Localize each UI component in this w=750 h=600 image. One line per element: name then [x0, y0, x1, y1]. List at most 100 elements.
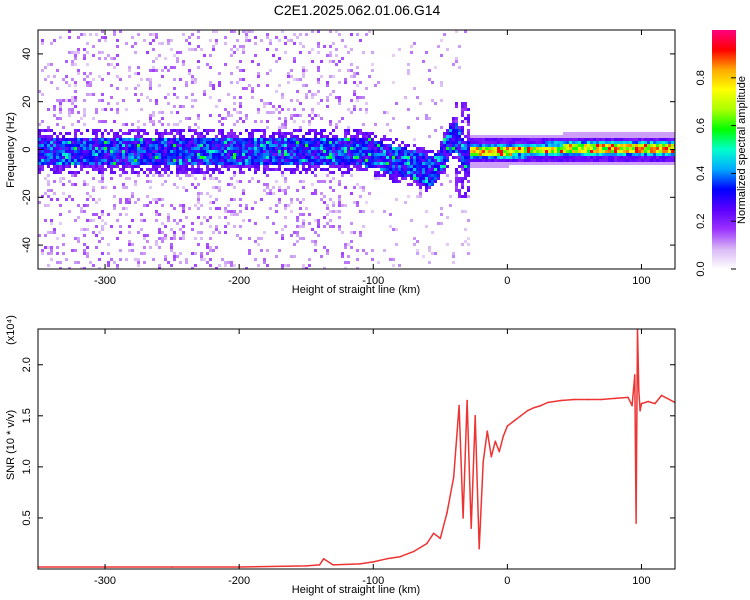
spectrogram-cell	[119, 129, 122, 132]
spectrogram-cell	[485, 156, 488, 159]
spectrogram-cell	[404, 171, 407, 174]
spectrogram-cell	[350, 174, 353, 177]
spectrogram-cell	[263, 156, 266, 159]
spectrogram-cell	[644, 153, 647, 156]
spectrogram-cell	[113, 120, 116, 123]
spectrogram-cell	[188, 126, 191, 129]
spectrogram-cell	[83, 228, 86, 231]
spectrogram-cell	[362, 123, 365, 126]
spectrogram-cell	[47, 147, 50, 150]
spectrogram-cell	[173, 147, 176, 150]
spectrogram-cell	[515, 138, 518, 141]
spectrogram-cell	[524, 141, 527, 144]
spectrogram-cell	[68, 138, 71, 141]
spectrogram-cell	[596, 153, 599, 156]
spectrogram-cell	[269, 141, 272, 144]
spectrogram-cell	[314, 168, 317, 171]
spectrogram-cell	[416, 177, 419, 180]
snr-point	[627, 396, 629, 399]
spectrogram-cell	[557, 135, 560, 138]
spectrogram-cell	[209, 84, 212, 87]
spectrogram-cell	[365, 252, 368, 255]
spectrogram-cell	[473, 162, 476, 165]
spectrogram-cell	[179, 159, 182, 162]
spectrogram-cell	[350, 159, 353, 162]
spectrogram-cell	[344, 141, 347, 144]
spectrogram-cell	[455, 144, 458, 147]
spectrogram-cell	[539, 156, 542, 159]
spectrogram-cell	[131, 45, 134, 48]
spectrogram-cell	[41, 168, 44, 171]
spectrogram-cell	[263, 129, 266, 132]
spectrogram-cell	[269, 111, 272, 114]
spectrogram-cell	[626, 159, 629, 162]
spectrogram-cell	[56, 156, 59, 159]
spectrogram-cell	[89, 153, 92, 156]
spectrogram-cell	[335, 123, 338, 126]
spectrogram-cell	[560, 153, 563, 156]
spectrogram-cell	[410, 162, 413, 165]
spectrogram-cell	[281, 171, 284, 174]
spectrogram-cell	[638, 138, 641, 141]
spectrogram-cell	[599, 156, 602, 159]
spectrogram-cell	[227, 183, 230, 186]
spectrogram-cell	[203, 141, 206, 144]
spectrogram-cell	[89, 72, 92, 75]
spectrogram-cell	[143, 147, 146, 150]
spectrogram-cell	[611, 141, 614, 144]
spectrogram-cell	[182, 168, 185, 171]
spectrogram-cell	[200, 222, 203, 225]
spectrogram-cell	[50, 222, 53, 225]
spectrogram-cell	[221, 123, 224, 126]
x-tick-label: -200	[228, 575, 250, 587]
spectrogram-cell	[101, 147, 104, 150]
spectrogram-cell	[410, 45, 413, 48]
spectrogram-cell	[110, 108, 113, 111]
spectrogram-cell	[245, 162, 248, 165]
spectrogram-cell	[209, 216, 212, 219]
spectrogram-cell	[311, 171, 314, 174]
spectrogram-cell	[536, 150, 539, 153]
spectrogram-cell	[341, 174, 344, 177]
spectrogram-cell	[257, 243, 260, 246]
spectrogram-cell	[50, 144, 53, 147]
spectrogram-cell	[134, 171, 137, 174]
spectrogram-cell	[152, 159, 155, 162]
snr-point	[502, 435, 505, 438]
spectrogram-cell	[668, 156, 671, 159]
spectrogram-cell	[68, 51, 71, 54]
spectrogram-cell	[653, 150, 656, 153]
spectrogram-cell	[476, 153, 479, 156]
spectrogram-cell	[398, 174, 401, 177]
spectrogram-cell	[209, 66, 212, 69]
spectrogram-cell	[533, 141, 536, 144]
spectrogram-cell	[554, 138, 557, 141]
spectrogram-cell	[71, 108, 74, 111]
spectrogram-cell	[50, 153, 53, 156]
spectrogram-cell	[539, 147, 542, 150]
spectrogram-cell	[527, 144, 530, 147]
spectrogram-cell	[134, 153, 137, 156]
spectrogram-cell	[329, 123, 332, 126]
spectrogram-cell	[257, 72, 260, 75]
spectrogram-cell	[353, 159, 356, 162]
spectrogram-cell	[155, 201, 158, 204]
spectrogram-cell	[53, 156, 56, 159]
spectrogram-cell	[74, 105, 77, 108]
spectrogram-cell	[191, 33, 194, 36]
spectrogram-cell	[374, 141, 377, 144]
spectrogram-cell	[158, 141, 161, 144]
spectrogram-cell	[413, 150, 416, 153]
spectrogram-cell	[113, 261, 116, 264]
spectrogram-cell	[281, 132, 284, 135]
spectrogram-cell	[662, 144, 665, 147]
spectrogram-cell	[65, 198, 68, 201]
spectrogram-cell	[188, 153, 191, 156]
spectrogram-cell	[641, 159, 644, 162]
colorbar-tick-label: 0.8	[695, 70, 707, 85]
spectrogram-cell	[152, 174, 155, 177]
spectrogram-cell	[245, 39, 248, 42]
spectrogram-cell	[650, 135, 653, 138]
spectrogram-cell	[464, 165, 467, 168]
spectrogram-cell	[269, 39, 272, 42]
